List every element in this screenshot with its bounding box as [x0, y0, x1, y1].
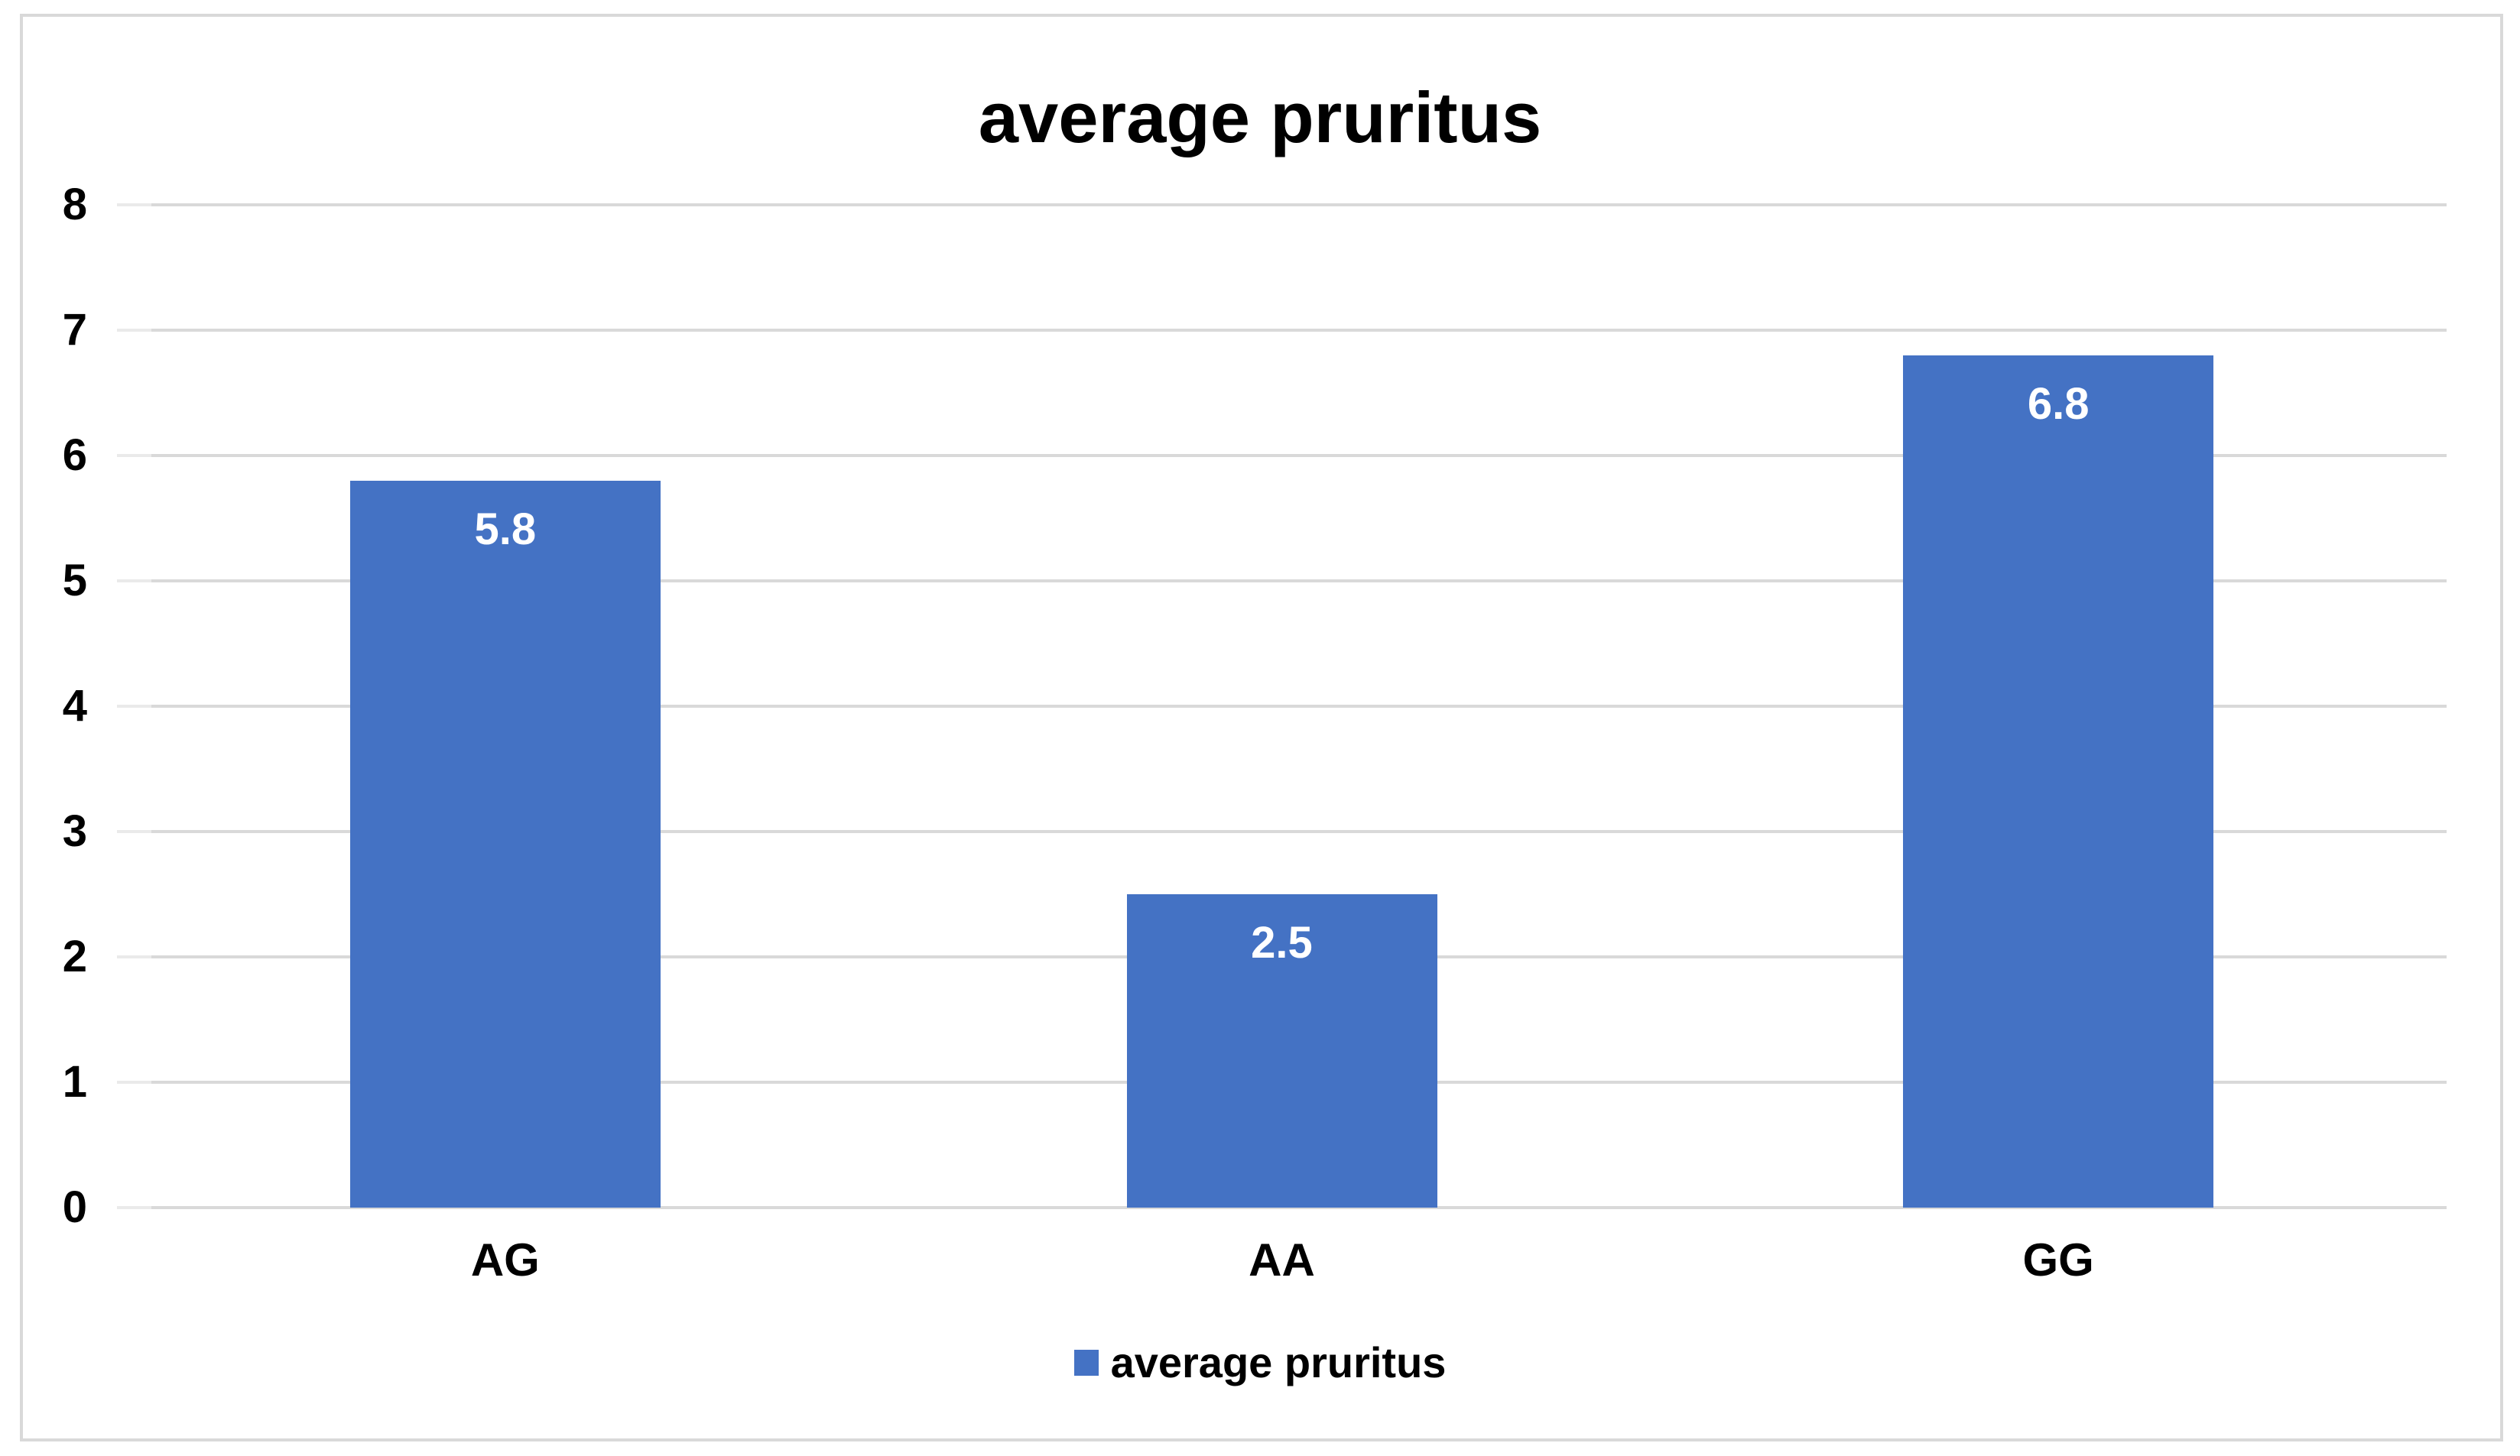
gridline-y5: [117, 579, 2447, 582]
y-axis-tick-label: 4: [62, 681, 87, 731]
x-axis-category-label: GG: [2022, 1234, 2094, 1286]
bar-data-label: 6.8: [2027, 378, 2090, 429]
y-axis-tick-label: 0: [62, 1182, 87, 1232]
chart-title: average pruritus: [978, 77, 1542, 157]
legend: average pruritus: [0, 1338, 2520, 1387]
bar-data-label: 5.8: [474, 504, 537, 554]
gridline-y3: [117, 830, 2447, 833]
y-axis-tick-label: 7: [62, 305, 87, 355]
bar-AA: 2.5: [1126, 894, 1437, 1208]
y-axis-tick-label: 2: [62, 932, 87, 981]
y-axis-tick-label: 6: [62, 430, 87, 480]
gridline-y8: [117, 203, 2447, 206]
legend-label: average pruritus: [1110, 1338, 1447, 1386]
y-axis-tick-label: 5: [62, 556, 87, 605]
bar-AG: 5.8: [349, 480, 661, 1208]
y-axis-tick-label: 8: [62, 180, 87, 229]
bar-data-label: 2.5: [1251, 918, 1313, 968]
gridline-y4: [117, 705, 2447, 708]
y-axis-tick-label: 1: [62, 1057, 87, 1107]
y-axis-tick-label: 3: [62, 806, 87, 856]
x-axis-category-label: AA: [1249, 1234, 1315, 1286]
bar-GG: 6.8: [1903, 355, 2214, 1208]
x-axis-category-label: AG: [470, 1234, 540, 1286]
gridline-y7: [117, 329, 2447, 332]
legend-swatch-icon: [1073, 1349, 1099, 1376]
gridline-y6: [117, 454, 2447, 457]
gridline-y0: [117, 1206, 2447, 1209]
